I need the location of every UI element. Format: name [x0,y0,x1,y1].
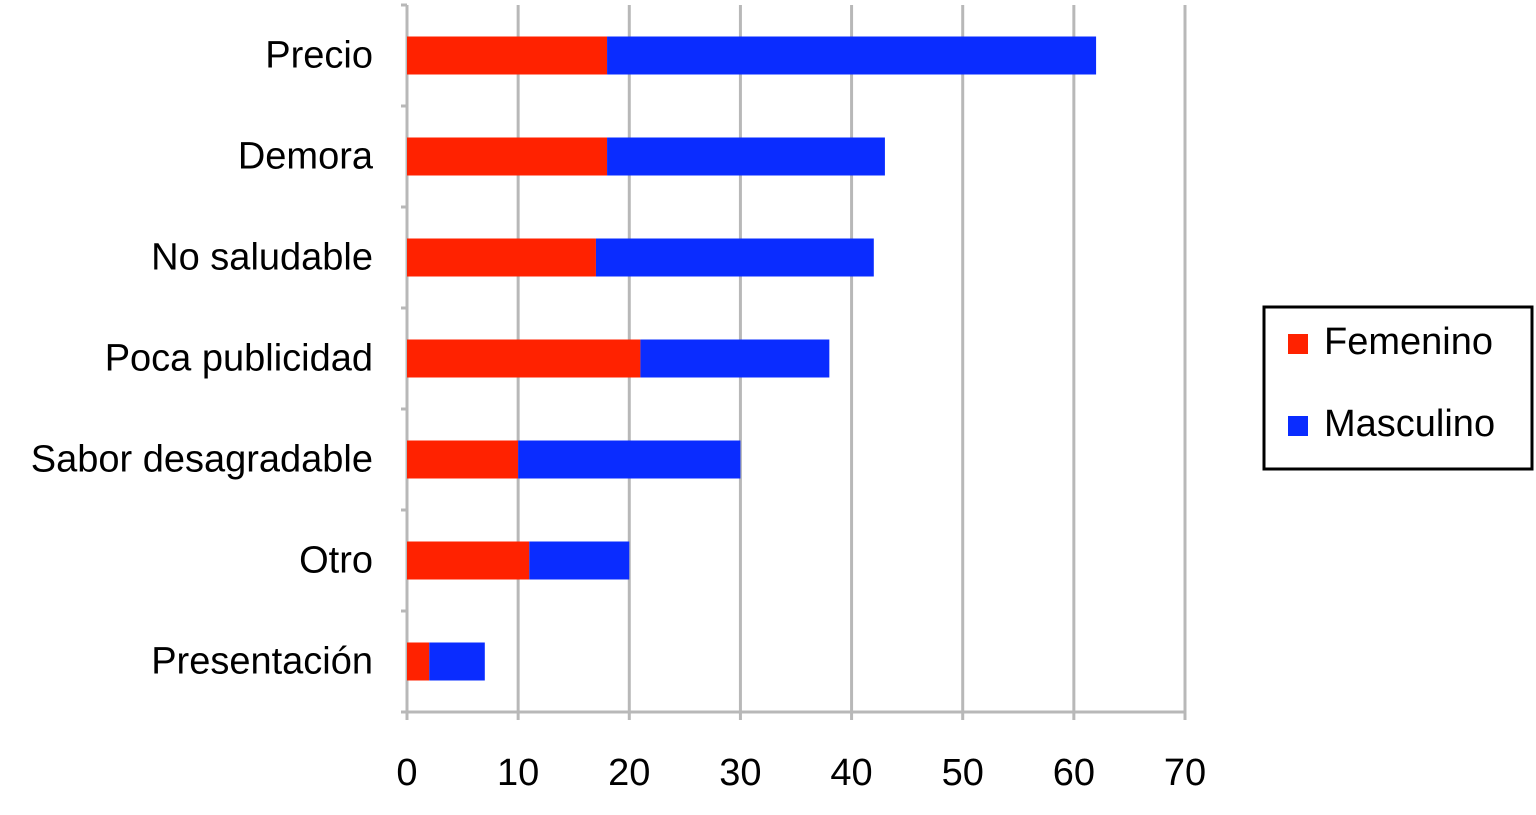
x-tick-label: 50 [942,752,984,794]
x-tick-label: 20 [608,752,650,794]
bar-segment [595,238,874,277]
bar-segment [518,440,741,479]
bar-segment [607,137,885,176]
x-tick-label: 0 [396,752,417,794]
bar-segment [407,642,430,681]
category-label: Presentación [151,641,373,683]
bar-segment [640,339,830,378]
category-label: Poca publicidad [105,338,373,380]
bar-segment [407,36,608,75]
x-tick-label: 10 [497,752,539,794]
bar-segment [407,440,519,479]
bar-segment [407,137,608,176]
category-label: Sabor desagradable [31,439,373,481]
x-tick-label: 40 [830,752,872,794]
legend-swatch [1288,334,1308,354]
bar-segment [529,541,630,580]
category-label: No saludable [151,237,373,279]
category-label: Precio [265,35,373,77]
legend-box [1262,305,1534,471]
legend-label: Masculino [1324,403,1495,445]
legend-label: Femenino [1324,321,1493,363]
x-tick-label: 60 [1053,752,1095,794]
bar-segment [407,238,596,277]
x-tick-label: 30 [719,752,761,794]
bar-segment [407,339,641,378]
bar-segment [607,36,1097,75]
x-tick-label: 70 [1164,752,1206,794]
category-label: Demora [238,136,374,178]
bar-segment [429,642,485,681]
legend-swatch [1288,416,1308,436]
bar-segment [407,541,530,580]
category-label: Otro [299,540,373,582]
